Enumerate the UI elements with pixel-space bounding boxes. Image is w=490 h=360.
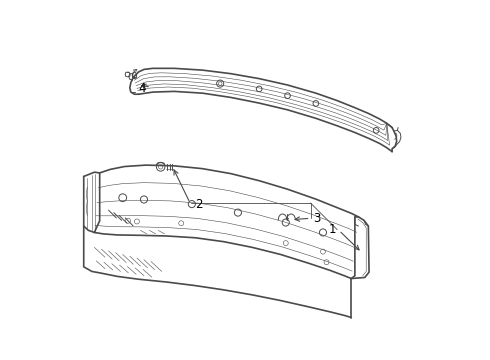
Text: 3: 3 — [313, 212, 320, 225]
Text: 4: 4 — [138, 82, 146, 95]
Text: 2: 2 — [196, 198, 203, 211]
Text: 1: 1 — [329, 223, 337, 236]
